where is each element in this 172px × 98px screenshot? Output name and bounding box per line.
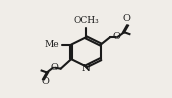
- Text: N: N: [82, 64, 90, 73]
- Text: OCH₃: OCH₃: [73, 16, 99, 25]
- Text: O: O: [50, 63, 58, 72]
- Text: O: O: [113, 32, 121, 41]
- Text: O: O: [122, 14, 130, 23]
- Text: Me: Me: [45, 40, 59, 49]
- Text: O: O: [42, 77, 50, 86]
